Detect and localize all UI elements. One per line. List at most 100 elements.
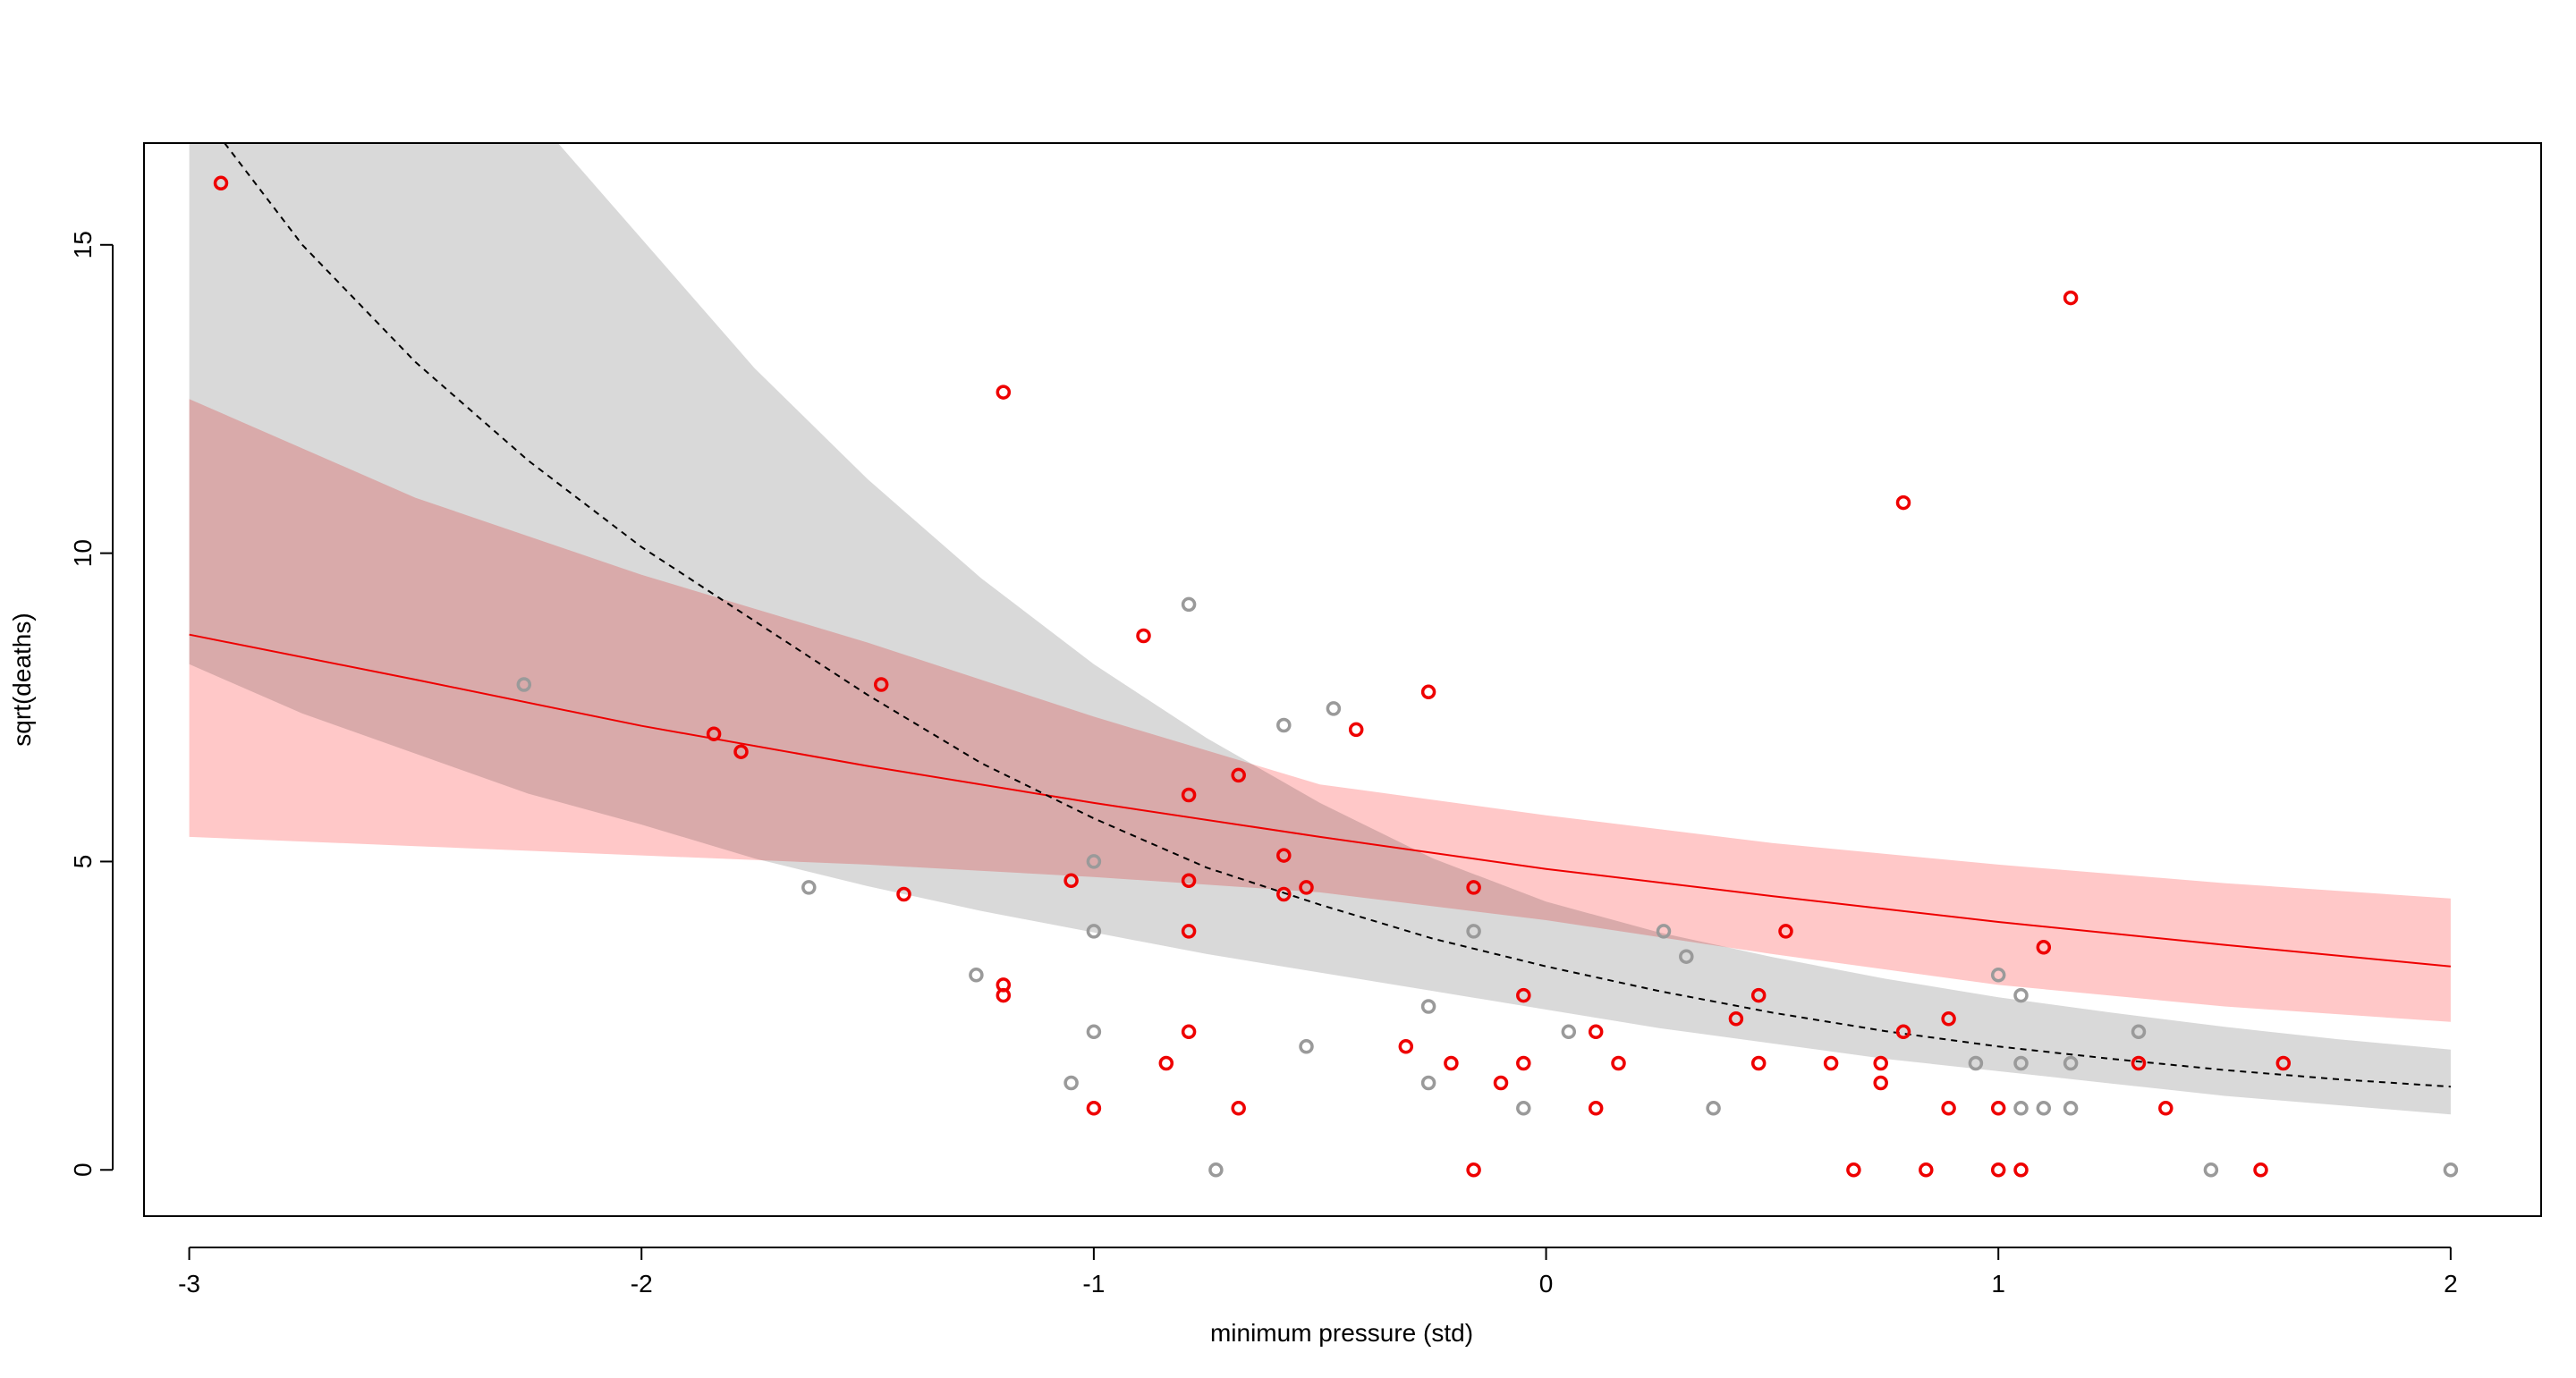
- red-point: [2131, 1055, 2147, 1071]
- y-tick-label: 5: [69, 855, 97, 869]
- red-point: [1895, 1024, 1911, 1040]
- red-point: [1181, 1024, 1197, 1040]
- red-point: [1611, 1055, 1626, 1071]
- red-point: [2063, 290, 2079, 306]
- gray-point: [1516, 1101, 1531, 1116]
- x-tick-label: -1: [1082, 1270, 1105, 1298]
- gray-point: [2443, 1162, 2459, 1178]
- red-point: [213, 175, 229, 191]
- gray-point: [801, 880, 817, 895]
- red-point: [1941, 1011, 1956, 1027]
- x-tick-label: -3: [178, 1270, 200, 1298]
- x-tick-label: 1: [1991, 1270, 2005, 1298]
- red-point: [1516, 987, 1531, 1003]
- x-tick-label: -2: [631, 1270, 653, 1298]
- gray-point: [1466, 924, 1481, 939]
- red-point: [2036, 940, 2052, 955]
- x-tick-label: 0: [1539, 1270, 1554, 1298]
- red-point: [1941, 1101, 1956, 1116]
- mean-lines: [189, 143, 2451, 1088]
- red-point: [1348, 722, 1364, 738]
- gray-point: [1299, 1039, 1314, 1054]
- gray-point: [1276, 717, 1292, 733]
- gray-point: [2036, 1101, 2052, 1116]
- red-point: [1181, 924, 1197, 939]
- interval-bands: [189, 143, 2451, 1115]
- red-point: [1466, 880, 1481, 895]
- red-point: [1398, 1039, 1414, 1054]
- red-point: [1750, 1055, 1767, 1071]
- red-point: [2275, 1055, 2292, 1071]
- red-point: [1063, 873, 1079, 889]
- red-point: [1516, 1055, 1531, 1071]
- red-point: [706, 726, 722, 741]
- red-point: [1158, 1055, 1174, 1071]
- gray-point: [1706, 1101, 1721, 1116]
- gray-point: [969, 968, 984, 983]
- red-point: [1895, 495, 1911, 511]
- red-point: [1136, 628, 1151, 644]
- gray-point: [1181, 596, 1197, 613]
- gray-point: [2203, 1162, 2219, 1178]
- red-point: [1750, 987, 1767, 1003]
- red-point: [996, 385, 1012, 400]
- gray-point: [2063, 1101, 2079, 1116]
- red-point: [1181, 873, 1197, 889]
- red-point: [1823, 1055, 1839, 1071]
- gray-point: [2131, 1024, 2147, 1040]
- red-point: [1466, 1162, 1481, 1178]
- x-axis-label: minimum pressure (std): [1210, 1319, 1473, 1347]
- red-point: [1231, 1101, 1246, 1116]
- gray-point: [1086, 1024, 1102, 1040]
- red-point: [1181, 787, 1197, 803]
- y-tick-label: 0: [69, 1162, 97, 1177]
- red-point: [1873, 1055, 1888, 1071]
- red-mean-line: [189, 633, 2451, 968]
- red-point: [1728, 1011, 1744, 1027]
- gray-point: [1208, 1162, 1224, 1178]
- gray-point: [1063, 1075, 1079, 1091]
- dashed-mean-line: [223, 143, 2451, 1088]
- red-point: [1444, 1055, 1459, 1071]
- red-point: [1231, 767, 1246, 783]
- scatter-points: [213, 175, 2459, 1178]
- gray-point: [2013, 987, 2029, 1003]
- gray-point: [1990, 968, 2006, 983]
- red-point: [1846, 1162, 1861, 1178]
- red-point: [1873, 1075, 1888, 1091]
- red-point: [2253, 1162, 2268, 1178]
- red-point: [733, 744, 749, 759]
- red-point: [1778, 924, 1793, 939]
- y-axis: 0 5 10 15: [69, 231, 114, 1177]
- y-tick-label: 10: [69, 539, 97, 567]
- y-tick-label: 15: [69, 231, 97, 258]
- red-point: [996, 987, 1012, 1003]
- red-point: [1276, 848, 1292, 863]
- red-point: [1588, 1024, 1604, 1040]
- red-point: [1990, 1101, 2006, 1116]
- y-axis-label: sqrt(deaths): [8, 613, 36, 746]
- red-point: [1588, 1101, 1604, 1116]
- red-point: [873, 677, 889, 692]
- red-point: [1919, 1162, 1934, 1178]
- gray-point: [1326, 701, 1342, 716]
- red-point: [1420, 684, 1436, 700]
- red-interval-band: [189, 399, 2451, 1022]
- red-point: [1299, 880, 1314, 895]
- gray-point: [2013, 1101, 2029, 1116]
- gray-point: [1968, 1055, 1984, 1071]
- red-point: [896, 886, 911, 902]
- x-tick-label: 2: [2444, 1270, 2458, 1298]
- red-point: [1493, 1075, 1509, 1091]
- red-point: [2158, 1101, 2174, 1116]
- gray-point: [2013, 1055, 2029, 1071]
- gray-point: [1086, 854, 1102, 869]
- gray-point: [516, 677, 532, 692]
- gray-point: [1420, 999, 1436, 1014]
- gray-point: [1420, 1075, 1436, 1091]
- red-point: [1086, 1101, 1102, 1116]
- gray-point: [1086, 924, 1102, 939]
- gray-interval-band: [189, 143, 2451, 1115]
- red-point: [1990, 1162, 2006, 1178]
